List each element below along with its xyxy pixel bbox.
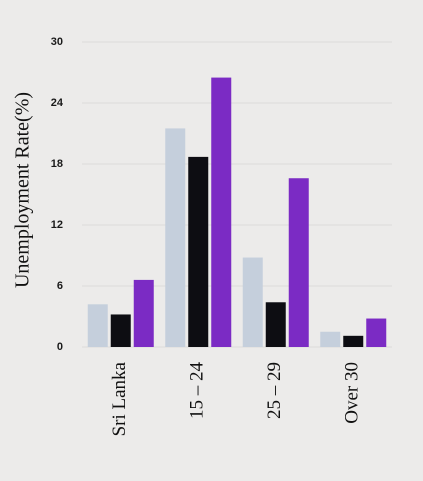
bar [110, 314, 131, 347]
y-tick-label: 0 [57, 341, 63, 353]
y-axis-title: Unemployment Rate(%) [12, 92, 34, 288]
y-tick-label: 24 [51, 97, 64, 109]
bar [133, 279, 154, 347]
bar [343, 335, 364, 347]
bar [87, 304, 108, 347]
bar [188, 156, 209, 347]
y-axis-ticks: 0 6 12 18 24 30 [51, 36, 64, 353]
x-category-label: Over 30 [342, 362, 363, 424]
x-category-label: Sri Lanka [109, 361, 130, 436]
bars [87, 77, 387, 347]
bar [366, 318, 387, 347]
bar [165, 128, 186, 347]
y-tick-label: 30 [51, 36, 63, 48]
grid [82, 41, 392, 348]
x-axis-labels: Sri Lanka 15 – 24 25 – 29 Over 30 [109, 361, 363, 436]
x-category-label: 25 – 29 [264, 362, 285, 419]
y-tick-label: 18 [51, 158, 63, 170]
bar [211, 77, 232, 347]
bar [265, 302, 286, 347]
y-tick-label: 6 [57, 280, 63, 292]
bar [242, 257, 263, 347]
y-tick-label: 12 [51, 219, 63, 231]
bar [288, 178, 309, 347]
x-category-label: 15 – 24 [187, 362, 208, 420]
bar [320, 331, 341, 347]
